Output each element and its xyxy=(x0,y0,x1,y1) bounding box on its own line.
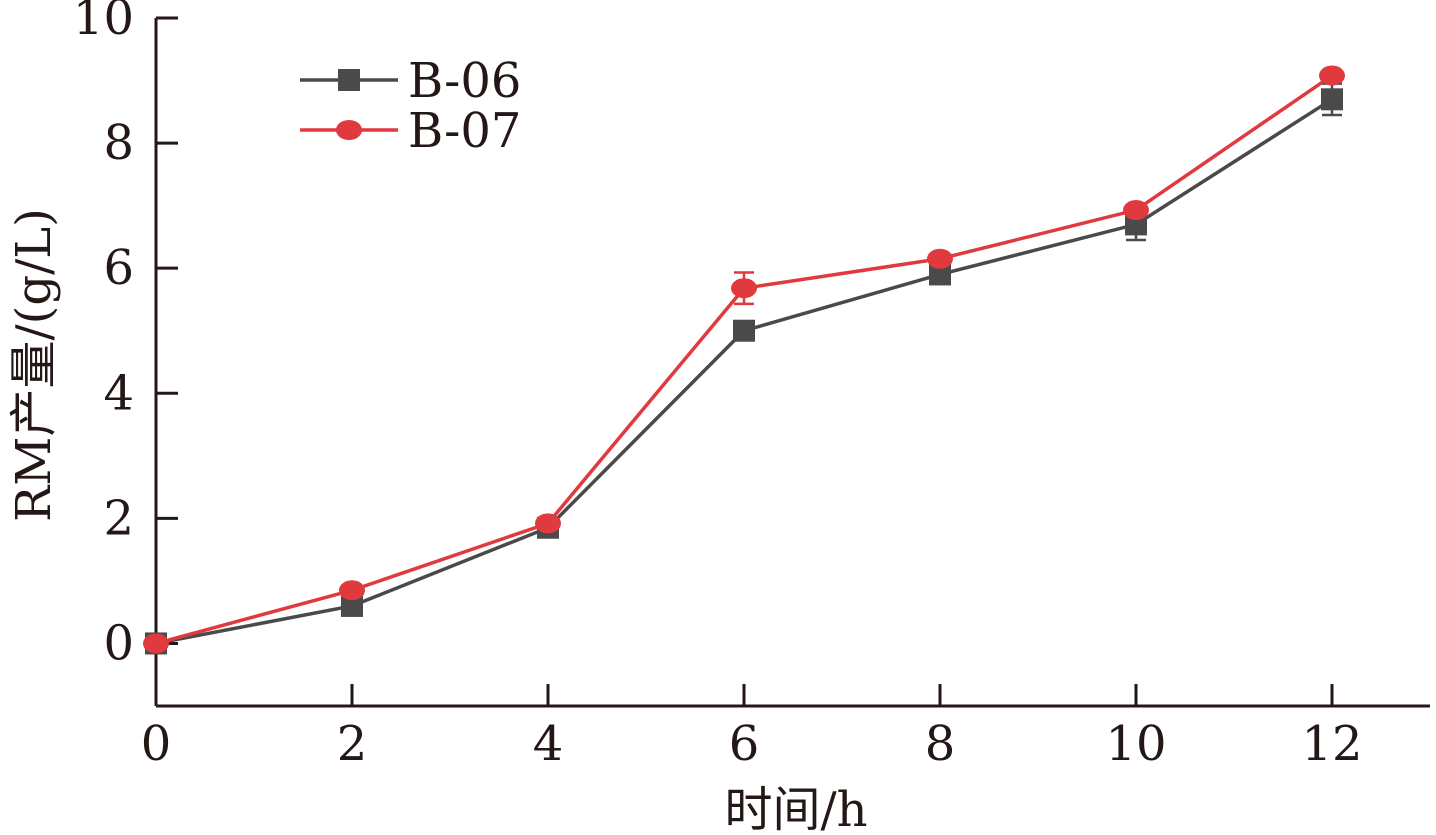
y-tick-label: 0 xyxy=(103,615,134,671)
x-tick-label: 10 xyxy=(1105,716,1166,772)
series-line xyxy=(155,74,1333,646)
legend-marker-circle xyxy=(336,120,362,140)
legend: B-06B-07 xyxy=(300,53,521,159)
series-B-06 xyxy=(145,82,1343,655)
series-B-07 xyxy=(143,65,1345,654)
x-axis-title: 时间/h xyxy=(724,782,867,835)
data-point-circle xyxy=(535,513,561,534)
data-point-circle xyxy=(927,248,953,269)
x-tick-label: 2 xyxy=(337,716,368,772)
data-point-circle xyxy=(143,633,169,654)
y-axis-title: RM产量/(g/L) xyxy=(6,208,62,522)
x-tick-label: 6 xyxy=(729,716,760,772)
data-point-square xyxy=(929,263,951,286)
data-point-square xyxy=(733,319,755,342)
series-layer xyxy=(143,65,1345,655)
x-tick-label: 0 xyxy=(141,716,172,772)
legend-item: B-06 xyxy=(300,53,521,109)
x-tick-label: 12 xyxy=(1301,716,1362,772)
x-tick-label: 4 xyxy=(533,716,564,772)
axes: 0 2 4 6 8 10 0 2 4 6 8 10 12 xyxy=(73,0,1430,772)
y-tick-label: 10 xyxy=(73,0,134,46)
y-tick-label: 2 xyxy=(103,490,134,546)
legend-item: B-07 xyxy=(300,103,521,159)
data-point-circle xyxy=(1123,200,1149,221)
data-point-circle xyxy=(339,580,365,601)
legend-marker-square xyxy=(338,69,360,91)
legend-label: B-07 xyxy=(408,103,521,159)
series-line xyxy=(155,97,1333,646)
legend-label: B-06 xyxy=(408,53,521,109)
x-ticks: 0 2 4 6 8 10 12 xyxy=(141,684,1363,772)
y-tick-label: 6 xyxy=(103,240,134,296)
y-tick-label: 4 xyxy=(103,365,134,421)
x-tick-label: 8 xyxy=(925,716,956,772)
data-point-square xyxy=(1321,88,1343,111)
data-point-circle xyxy=(1319,65,1345,86)
data-point-circle xyxy=(731,278,757,299)
data-point-square xyxy=(341,594,363,617)
y-tick-label: 8 xyxy=(103,115,134,171)
y-ticks: 0 2 4 6 8 10 xyxy=(73,0,178,671)
